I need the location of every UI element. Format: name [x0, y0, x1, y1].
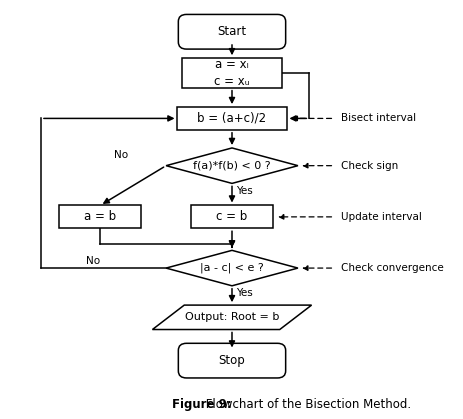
Text: Stop: Stop [218, 354, 245, 367]
Text: No: No [86, 256, 100, 266]
Bar [191, 205, 272, 228]
Bar [59, 205, 141, 228]
Bar [177, 107, 286, 130]
Text: Bisect interval: Bisect interval [340, 114, 415, 124]
Text: |a - c| < e ?: |a - c| < e ? [200, 263, 263, 273]
Polygon shape [166, 148, 297, 184]
Polygon shape [166, 251, 297, 286]
Text: No: No [113, 150, 127, 160]
Text: b = (a+c)/2: b = (a+c)/2 [197, 112, 266, 125]
Text: Update interval: Update interval [340, 212, 421, 222]
Text: a = xₗ
c = xᵤ: a = xₗ c = xᵤ [214, 58, 249, 88]
Bar [181, 58, 282, 88]
Text: Yes: Yes [235, 186, 252, 196]
Text: f(a)*f(b) < 0 ?: f(a)*f(b) < 0 ? [193, 160, 270, 171]
Text: Flowchart of the Bisection Method.: Flowchart of the Bisection Method. [201, 398, 410, 411]
Text: Start: Start [217, 25, 246, 38]
Text: c = b: c = b [216, 210, 247, 223]
FancyBboxPatch shape [178, 14, 285, 49]
Polygon shape [152, 305, 311, 329]
Text: Output: Root = b: Output: Root = b [184, 312, 279, 322]
Text: a = b: a = b [84, 210, 116, 223]
Text: Check sign: Check sign [340, 160, 398, 171]
Text: Yes: Yes [235, 288, 252, 298]
Text: Figure 9:: Figure 9: [171, 398, 231, 411]
Text: Check convergence: Check convergence [340, 263, 443, 273]
FancyBboxPatch shape [178, 343, 285, 378]
